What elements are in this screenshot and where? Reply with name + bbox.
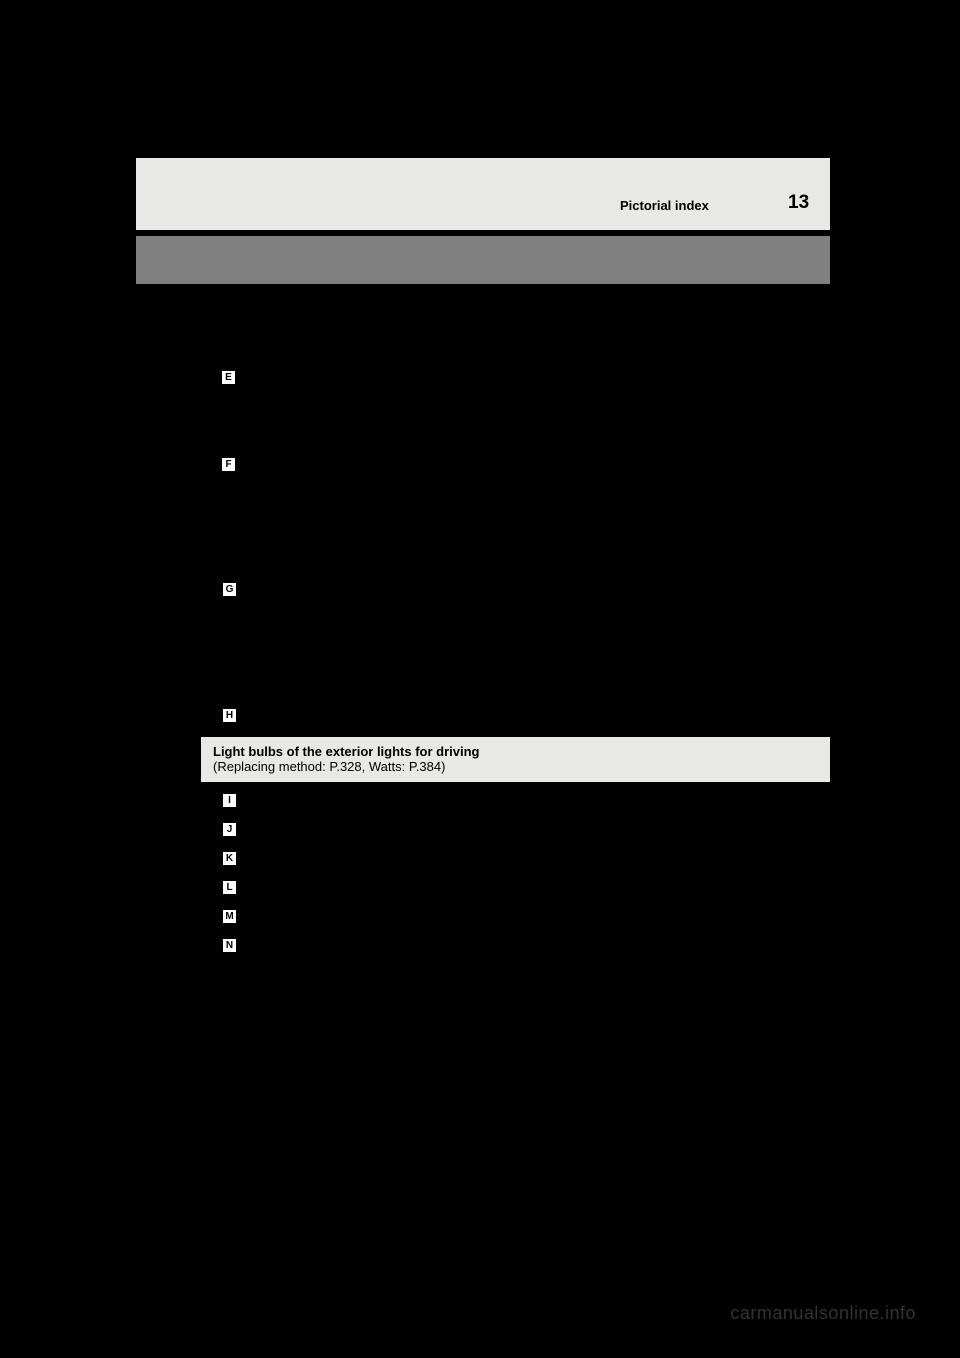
icon-badge-j: J	[222, 822, 237, 837]
icon-badge-n: N	[222, 938, 237, 953]
page-header-background	[136, 158, 830, 230]
info-box-title: Light bulbs of the exterior lights for d…	[213, 744, 818, 759]
icon-badge-f: F	[221, 457, 236, 472]
sub-header-bar	[136, 236, 830, 284]
info-box: Light bulbs of the exterior lights for d…	[201, 737, 830, 782]
icon-badge-g: G	[222, 582, 237, 597]
icon-badge-h: H	[222, 708, 237, 723]
icon-badge-l: L	[222, 880, 237, 895]
watermark: carmanualsonline.info	[730, 1303, 916, 1324]
info-box-subtitle: (Replacing method: P.328, Watts: P.384)	[213, 759, 818, 774]
icon-badge-k: K	[222, 851, 237, 866]
icon-badge-i: I	[222, 793, 237, 808]
section-title: Pictorial index	[620, 198, 709, 213]
icon-badge-m: M	[222, 909, 237, 924]
page-number: 13	[788, 192, 809, 214]
icon-badge-e: E	[221, 370, 236, 385]
